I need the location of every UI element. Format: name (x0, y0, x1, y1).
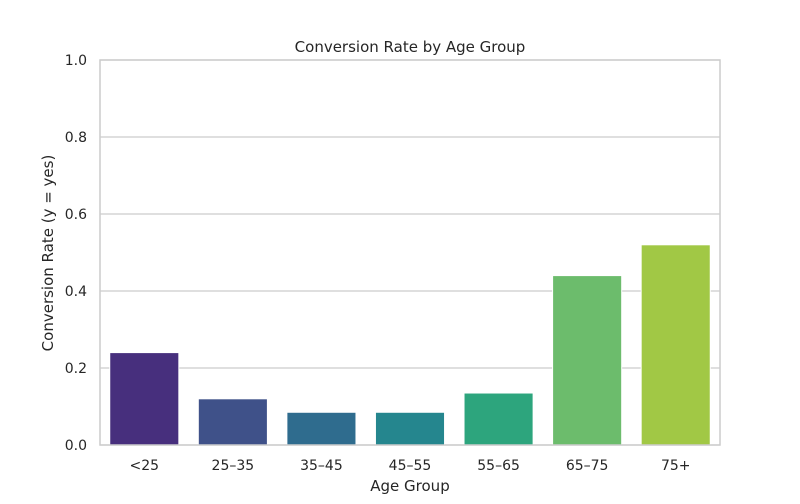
x-axis-label: Age Group (370, 477, 449, 495)
bar (197, 398, 268, 446)
bar (374, 411, 446, 446)
tick-labels: 0.0 0.2 0.4 0.6 0.8 1.0 <25 25–35 35–45 45–55 55–6… (65, 53, 691, 474)
x-tick-label: 35–45 (300, 458, 343, 474)
bar (463, 392, 534, 446)
grid-lines (100, 59, 720, 446)
chart-title: Conversion Rate by Age Group (295, 38, 526, 56)
x-tick-label: 55–65 (477, 458, 520, 474)
bar (109, 352, 180, 446)
y-tick-label: 0.8 (65, 130, 87, 146)
bar (552, 275, 623, 446)
y-tick-label: 0.2 (65, 361, 87, 377)
x-tick-label: 45–55 (389, 458, 432, 474)
bar (286, 411, 357, 446)
bar (640, 244, 711, 446)
x-tick-label: 75+ (661, 458, 691, 474)
y-axis-label: Conversion Rate (y = yes) (39, 155, 57, 352)
y-tick-label: 0.0 (65, 438, 87, 454)
x-tick-label: <25 (130, 458, 160, 474)
bars (109, 244, 711, 446)
axes-frame (99, 59, 721, 446)
y-tick-label: 1.0 (65, 53, 87, 69)
y-tick-label: 0.6 (65, 207, 87, 223)
x-tick-label: 65–75 (566, 458, 609, 474)
y-tick-label: 0.4 (65, 284, 87, 300)
plot-frame (99, 59, 721, 446)
x-tick-label: 25–35 (212, 458, 255, 474)
